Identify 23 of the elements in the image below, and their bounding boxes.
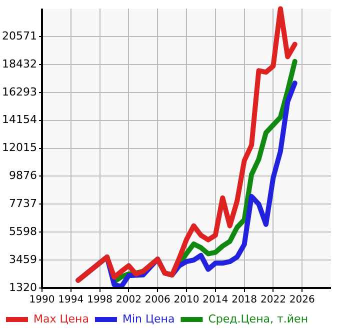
y-tick-label: 3459 xyxy=(8,252,37,266)
x-tick-label: 2002 xyxy=(116,294,142,306)
y-tick-label: 9876 xyxy=(8,169,37,182)
x-tick-label: 2026 xyxy=(289,294,315,306)
x-tick-label: 1994 xyxy=(58,294,84,306)
x-tick-label: 2018 xyxy=(232,294,258,306)
y-tick-label: 12015 xyxy=(2,141,37,154)
x-tick-label: 2014 xyxy=(202,294,228,306)
y-tick-label: 16293 xyxy=(2,85,37,98)
y-tick-label: 5598 xyxy=(8,224,37,238)
x-tick-label: 2022 xyxy=(260,294,286,306)
y-tick-label: 20571 xyxy=(2,29,37,42)
legend-label: Min Цена xyxy=(122,312,175,326)
y-tick-label: 1320 xyxy=(8,280,37,294)
x-tick-label: 2010 xyxy=(174,294,200,306)
legend-label: Сред.Цена, т.йен xyxy=(208,312,308,326)
x-tick-label: 2006 xyxy=(144,294,170,306)
x-tick-label: 1998 xyxy=(87,294,113,306)
legend-label: Max Цена xyxy=(34,312,89,326)
y-tick-label: 18432 xyxy=(2,57,37,70)
y-tick-label: 7737 xyxy=(8,197,37,210)
x-tick-label: 1990 xyxy=(29,294,55,306)
y-tick-label: 14154 xyxy=(2,113,37,126)
